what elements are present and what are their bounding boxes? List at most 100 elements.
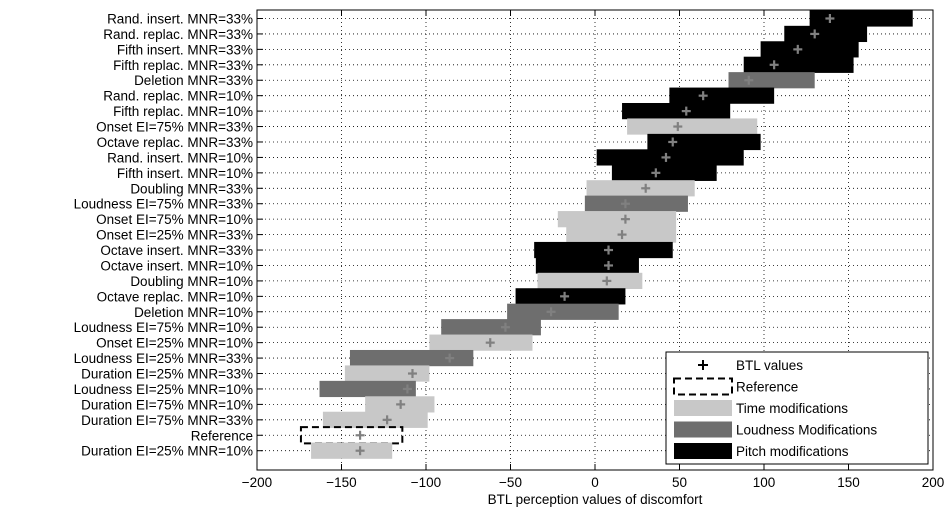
btl-marker xyxy=(560,291,570,301)
category-label: Octave insert. MNR=33% xyxy=(100,243,253,258)
category-label: Onset EI=25% MNR=33% xyxy=(96,228,253,243)
category-label: Onset EI=25% MNR=10% xyxy=(96,336,253,351)
x-tick-label: 150 xyxy=(837,475,860,490)
legend-label: Reference xyxy=(736,380,798,395)
btl-marker xyxy=(355,430,365,440)
bar-time xyxy=(344,365,430,382)
category-label: Fifth replac. MNR=10% xyxy=(113,104,253,119)
legend-swatch-reference xyxy=(673,377,733,396)
bar-pitch xyxy=(647,133,761,151)
bar-pitch xyxy=(809,10,913,27)
x-tick-label: −200 xyxy=(242,475,272,490)
btl-marker xyxy=(793,44,803,54)
btl-markers xyxy=(355,13,835,456)
bar-pitch xyxy=(743,56,854,73)
btl-marker xyxy=(617,230,627,240)
bar-time xyxy=(429,334,533,351)
legend-swatch-time xyxy=(674,400,732,416)
bar-time xyxy=(627,118,758,135)
btl-marker xyxy=(744,75,754,85)
btl-marker xyxy=(407,369,417,379)
btl-marker xyxy=(673,122,683,132)
bar-loudness xyxy=(319,380,416,398)
legend-swatch-pitch xyxy=(674,443,732,459)
legend-label: Pitch modifications xyxy=(736,444,849,459)
category-label: Duration EI=75% MNR=10% xyxy=(81,397,253,412)
category-label: Deletion MNR=33% xyxy=(134,73,253,88)
x-tick-label: −150 xyxy=(326,475,356,490)
category-label: Rand. insert. MNR=10% xyxy=(107,150,253,165)
legend-swatch-loudness xyxy=(674,421,732,438)
x-tick-label: 200 xyxy=(922,475,945,490)
bar-loudness xyxy=(441,319,541,336)
btl-marker xyxy=(651,168,661,178)
x-axis-title: BTL perception values of discomfort xyxy=(488,492,703,507)
category-label: Duration EI=75% MNR=33% xyxy=(81,413,253,428)
category-label: Deletion MNR=10% xyxy=(134,305,253,320)
bar-pitch xyxy=(669,87,775,104)
category-label: Loudness EI=75% MNR=33% xyxy=(74,197,253,212)
category-label: Octave replac. MNR=10% xyxy=(97,289,253,304)
btl-marker xyxy=(668,137,678,147)
legend-label: Loudness Modifications xyxy=(736,423,877,438)
x-tick-label: 50 xyxy=(672,475,687,490)
category-label: Octave insert. MNR=10% xyxy=(100,258,253,273)
bar-loudness xyxy=(584,195,688,212)
bar-time xyxy=(557,211,677,228)
bars xyxy=(299,10,913,459)
bar-time xyxy=(311,442,393,459)
btl-marker xyxy=(641,183,651,193)
bar-pitch xyxy=(515,288,626,305)
bar-pitch xyxy=(784,25,868,43)
category-label: Rand. replac. MNR=33% xyxy=(103,27,253,42)
category-label: Duration EI=25% MNR=33% xyxy=(81,367,253,382)
x-ticks: −200 −150 −100 −50 0 50 100 150 200 xyxy=(242,10,944,490)
btl-marker xyxy=(602,276,612,286)
category-label: Duration EI=25% MNR=10% xyxy=(81,444,253,459)
x-tick-label: −50 xyxy=(499,475,522,490)
btl-marker xyxy=(604,260,614,270)
bar-pitch xyxy=(611,164,717,181)
category-label: Doubling MNR=33% xyxy=(130,181,253,196)
legend: BTL values Reference Time modifications Lou… xyxy=(665,351,929,465)
btl-marker xyxy=(825,13,835,23)
category-label: Onset EI=75% MNR=10% xyxy=(96,212,253,227)
btl-marker xyxy=(382,415,392,425)
bar-time xyxy=(322,411,428,428)
reference-bar xyxy=(299,426,404,445)
btl-marker xyxy=(500,322,510,332)
category-label: Loudness EI=25% MNR=33% xyxy=(74,351,253,366)
category-label: Reference xyxy=(191,428,253,443)
btl-marker xyxy=(396,399,406,409)
btl-marker xyxy=(620,214,630,224)
bar-time xyxy=(537,272,643,290)
bar-loudness xyxy=(507,303,619,320)
category-label: Doubling MNR=10% xyxy=(130,274,253,289)
btl-marker xyxy=(661,152,671,162)
legend-label: Time modifications xyxy=(736,401,848,416)
bar-loudness xyxy=(728,72,815,89)
category-label: Rand. insert. MNR=33% xyxy=(107,11,253,26)
bar-time xyxy=(586,180,695,197)
x-tick-label: 100 xyxy=(753,475,776,490)
btl-marker xyxy=(769,60,779,70)
btl-marker xyxy=(810,29,820,39)
btl-marker xyxy=(698,91,708,101)
category-label: Loudness EI=25% MNR=10% xyxy=(74,382,253,397)
bar-pitch xyxy=(622,103,731,120)
bar-pitch xyxy=(535,257,639,274)
btl-marker xyxy=(445,353,455,363)
btl-marker xyxy=(355,446,365,456)
x-tick-label: 0 xyxy=(591,475,599,490)
btl-marker xyxy=(620,199,630,209)
x-tick-label: −100 xyxy=(411,475,441,490)
category-label: Rand. replac. MNR=10% xyxy=(103,89,253,104)
bar-pitch xyxy=(760,41,859,58)
btl-marker xyxy=(402,384,412,394)
bar-loudness xyxy=(349,349,474,367)
btl-marker xyxy=(546,307,556,317)
category-label: Octave replac. MNR=33% xyxy=(97,135,253,150)
category-label: Onset EI=75% MNR=33% xyxy=(96,120,253,135)
category-label: Loudness EI=75% MNR=10% xyxy=(74,320,253,335)
